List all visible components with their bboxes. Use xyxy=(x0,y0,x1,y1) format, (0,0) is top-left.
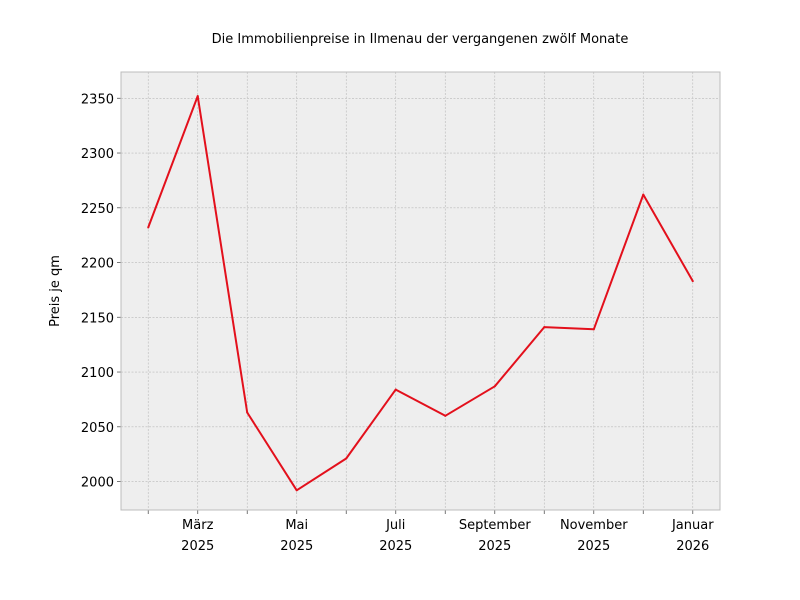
data-point xyxy=(246,411,249,414)
x-tick-label-month: November xyxy=(560,518,628,533)
x-tick-label-month: Mai xyxy=(285,518,308,533)
x-tick-label-month: Januar xyxy=(671,518,714,533)
y-axis-label: Preis je qm xyxy=(48,255,63,327)
data-point xyxy=(394,388,397,391)
data-point xyxy=(295,489,298,492)
y-tick-label: 2000 xyxy=(81,476,114,491)
data-point xyxy=(196,95,199,98)
y-tick-label: 2050 xyxy=(81,421,114,436)
data-point xyxy=(592,328,595,331)
data-point xyxy=(345,457,348,460)
y-tick-label: 2100 xyxy=(81,366,114,381)
axis-ticks: 2000 2050 2100 2150 2200 2250 2300 2350 März 2025… xyxy=(81,92,714,554)
chart-title: Die Immobilienpreise in Ilmenau der verg… xyxy=(212,32,629,47)
plot-frame xyxy=(120,71,721,511)
x-tick-label-year: 2025 xyxy=(280,539,313,554)
data-point xyxy=(691,280,694,283)
x-tick-label-month: Juli xyxy=(385,518,405,533)
x-tick-label-year: 2025 xyxy=(181,539,214,554)
x-tick-label-month: März xyxy=(182,518,214,533)
data-point xyxy=(543,326,546,329)
series-group xyxy=(147,95,694,492)
y-tick-label: 2150 xyxy=(81,311,114,326)
data-point xyxy=(147,226,150,229)
data-point xyxy=(444,414,447,417)
series-line xyxy=(147,95,694,492)
x-tick-label-year: 2026 xyxy=(676,539,709,554)
x-tick-label-year: 2025 xyxy=(478,539,511,554)
x-tick-label-month: September xyxy=(459,518,532,533)
y-tick-label: 2300 xyxy=(81,147,114,162)
data-point xyxy=(642,193,645,196)
y-tick-label: 2350 xyxy=(81,92,114,107)
y-tick-label: 2250 xyxy=(81,202,114,217)
y-tick-label: 2200 xyxy=(81,257,114,272)
plot-area xyxy=(121,72,720,510)
x-tick-label-year: 2025 xyxy=(577,539,610,554)
grid xyxy=(121,72,720,510)
x-tick-label-year: 2025 xyxy=(379,539,412,554)
data-point xyxy=(493,385,496,388)
